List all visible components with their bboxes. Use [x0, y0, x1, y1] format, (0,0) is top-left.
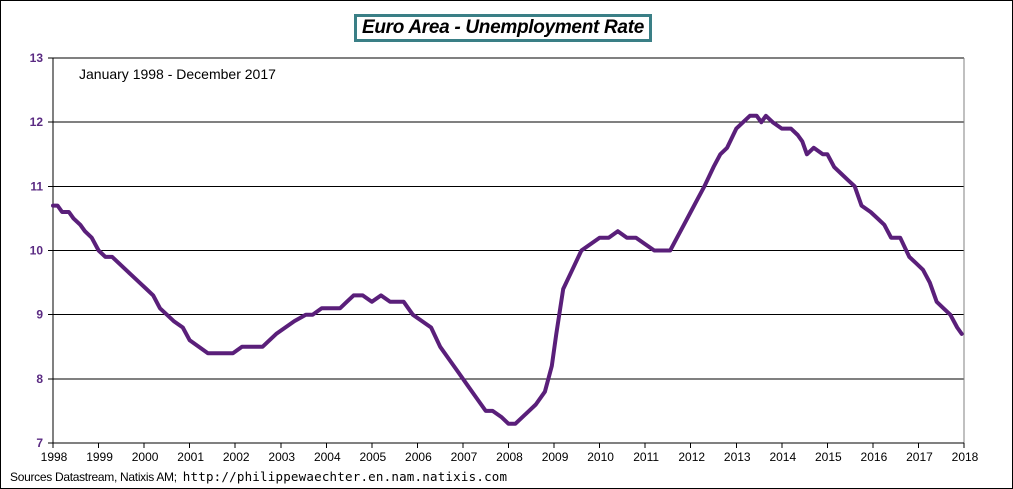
- x-tick-label: 2001: [177, 450, 204, 464]
- x-tick-label: 2009: [542, 450, 569, 464]
- x-tick-label: 2017: [906, 450, 933, 464]
- y-tick-label: 10: [30, 244, 44, 258]
- x-tick-label: 2000: [132, 450, 159, 464]
- unemployment-rate-line: [51, 113, 964, 426]
- source-url[interactable]: http://philippewaechter.en.nam.natixis.c…: [182, 469, 508, 484]
- y-axis-ticks: 7 8 9 10 11 12 13: [30, 51, 53, 450]
- x-tick-label: 1998: [41, 450, 68, 464]
- chart-title: Euro Area - Unemployment Rate: [362, 17, 644, 38]
- x-tick-label: 2012: [678, 450, 705, 464]
- x-tick-label: 2006: [405, 450, 432, 464]
- x-tick-label: 2018: [952, 450, 979, 464]
- x-tick-label: 2015: [815, 450, 842, 464]
- y-tick-label: 11: [30, 179, 43, 193]
- y-tick-label: 9: [36, 308, 43, 322]
- source-label: Sources Datastream, Natixis AM;: [10, 470, 177, 484]
- x-tick-label: 2005: [359, 450, 386, 464]
- y-tick-label: 8: [36, 372, 43, 386]
- x-tick-label: 2014: [769, 450, 796, 464]
- chart-title-box: Euro Area - Unemployment Rate: [354, 14, 652, 42]
- y-tick-label: 13: [30, 51, 44, 65]
- y-tick-label: 12: [30, 115, 44, 129]
- x-tick-label: 2011: [633, 450, 659, 464]
- chart-subtitle: January 1998 - December 2017: [79, 66, 276, 82]
- x-tick-label: 2008: [496, 450, 523, 464]
- x-tick-label: 2004: [314, 450, 341, 464]
- x-tick-label: 2013: [724, 450, 751, 464]
- x-tick-label: 2003: [268, 450, 295, 464]
- x-tick-label: 2010: [587, 450, 614, 464]
- gridlines: [53, 57, 964, 380]
- x-axis-ticks: 1998 1999 2000 2001 2002 2003 2004 2005 2006 2007…: [41, 443, 979, 464]
- x-tick-label: 2007: [451, 450, 478, 464]
- x-tick-label: 2002: [223, 450, 250, 464]
- y-tick-label: 7: [36, 436, 43, 450]
- x-tick-label: 1999: [86, 450, 113, 464]
- x-tick-label: 2016: [861, 450, 888, 464]
- source-note: Sources Datastream, Natixis AM; http://ph…: [10, 469, 507, 484]
